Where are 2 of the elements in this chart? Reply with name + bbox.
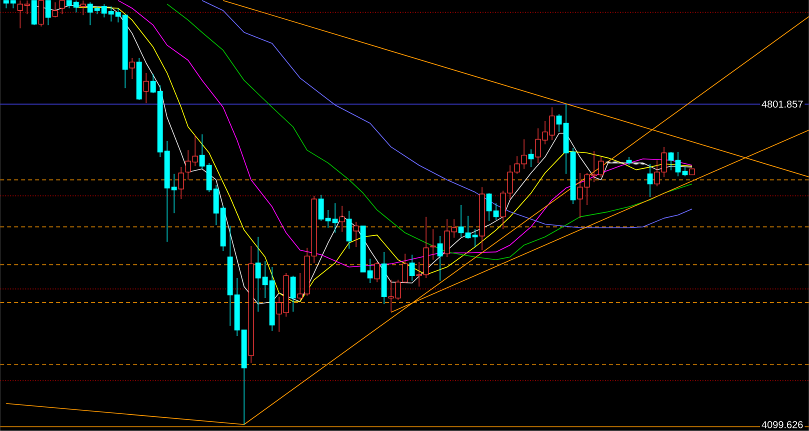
y-tick-label: 4099.626 (762, 421, 803, 428)
y-tick-label: 4801.857 (762, 100, 803, 108)
